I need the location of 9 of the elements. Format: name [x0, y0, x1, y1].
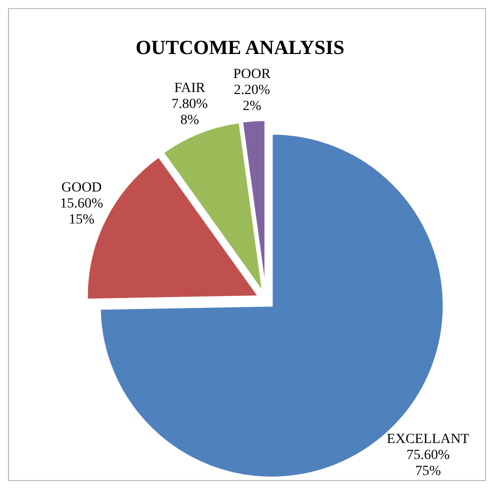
slice-label: EXCELLANT	[386, 432, 470, 448]
data-label: 15.60% 15%	[60, 196, 104, 228]
data-label: 2.20% 2%	[234, 83, 270, 114]
slice-label: GOOD	[61, 180, 102, 196]
data-label: 75.60% 75%	[406, 448, 450, 480]
chart-title: OUTCOME ANALYSIS	[136, 37, 344, 59]
data-label: 7.80% 8%	[172, 97, 208, 128]
slice-label: POOR	[233, 67, 272, 82]
slice-label: FAIR	[174, 81, 206, 96]
